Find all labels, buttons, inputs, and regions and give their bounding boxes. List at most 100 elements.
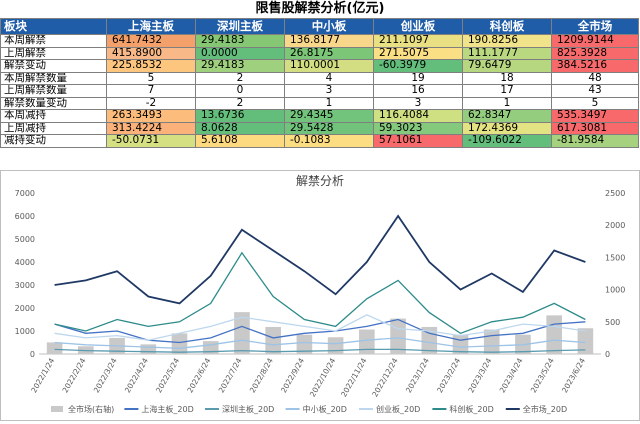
table-cell: 225.8532 (106, 59, 196, 73)
page-title: 限售股解禁分析(亿元) (255, 1, 385, 16)
bar-mark (390, 318, 406, 354)
series-line (54, 214, 586, 305)
bar-mark (265, 326, 281, 354)
table-cell: 116.4084 (373, 109, 463, 123)
table-cell: 13.6736 (195, 109, 285, 123)
table-cell: 1209.9144 (551, 34, 639, 48)
row-label: 上周减持 (0, 121, 107, 135)
table-cell: -2 (106, 96, 196, 110)
table-cell: 415.8900 (106, 46, 196, 60)
column-header: 全市场 (551, 18, 639, 35)
x-tick-label: 2022/6/24 (185, 356, 212, 394)
table-cell: 3 (284, 84, 374, 98)
table-cell: 57.1061 (373, 134, 463, 148)
table-cell: 110.0001 (284, 59, 374, 73)
row-label: 上周解禁数量 (0, 84, 107, 98)
series-line (54, 251, 586, 335)
series-line (54, 314, 586, 341)
table-cell: 5.6108 (195, 134, 285, 148)
bar-mark (140, 344, 157, 354)
table-cell: 2 (195, 71, 285, 85)
legend-label: 上海主板_20D (141, 404, 193, 414)
row-label: 解禁数量变动 (0, 96, 107, 110)
legend-label: 深圳主板_20D (222, 404, 274, 414)
column-header: 科创板 (462, 18, 552, 35)
y-tick-label-right: 1500 (605, 253, 625, 262)
column-header: 中小板 (284, 18, 374, 35)
x-tick-label: 2022/4/24 (123, 356, 150, 394)
x-tick-label: 2023/1/24 (404, 356, 431, 394)
chart-title: 解禁分析 (296, 174, 344, 188)
summary-table: 板块 上海主板 深圳主板 中小板 创业板 科创板 全市场 本周解禁 641.7432 29.41… (0, 18, 639, 148)
y-tick-label-right: 0 (605, 350, 610, 359)
table-cell: 48 (551, 71, 639, 85)
table-cell: 2 (195, 96, 285, 110)
x-tick-label: 2023/5/24 (529, 356, 556, 394)
table-cell: 8.0628 (195, 121, 285, 135)
table-cell: 641.7432 (106, 34, 196, 48)
table-cell: 0.0000 (195, 46, 285, 60)
bar-mark (577, 328, 594, 354)
table-cell: 62.8347 (462, 109, 552, 123)
legend-label: 科创板_20D (449, 404, 493, 414)
table-cell: 111.1777 (462, 46, 552, 60)
x-tick-label: 2023/4/24 (498, 356, 525, 394)
table-row: 本周解禁数量 5 2 4 19 18 48 (0, 71, 639, 85)
table-cell: 136.8177 (284, 34, 374, 48)
legend-swatch (51, 406, 63, 412)
x-tick-label: 2022/10/24 (308, 356, 338, 398)
legend-label: 全市场_20D (523, 404, 567, 414)
table-cell: 29.4345 (284, 109, 374, 123)
table-cell: 29.4183 (195, 59, 285, 73)
y-tick-label-left: 4000 (15, 258, 35, 267)
y-tick-label-left: 1000 (15, 327, 35, 336)
column-header: 板块 (0, 18, 107, 35)
column-header: 深圳主板 (195, 18, 285, 35)
table-cell: 17 (462, 84, 552, 98)
legend-label: 全市场(右轴) (68, 404, 114, 414)
row-label: 解禁变动 (0, 59, 107, 73)
x-tick-label: 2022/12/24 (370, 356, 400, 398)
chart-panel: 解禁分析 0 1000 2000 3000 4000 5000 6000 7000 0 500 100… (0, 170, 640, 421)
legend-label: 创业板_20D (376, 404, 420, 414)
x-tick-label: 2022/1/24 (29, 356, 56, 394)
x-tick-label: 2022/9/24 (279, 356, 306, 394)
row-label: 上周解禁 (0, 46, 107, 60)
y-tick-label-left: 5000 (15, 235, 35, 244)
x-tick-label: 2022/8/24 (248, 356, 275, 394)
bar-mark (546, 315, 562, 354)
column-header: 上海主板 (106, 18, 196, 35)
row-label: 减持变动 (0, 134, 107, 148)
table-cell: 384.5216 (551, 59, 639, 73)
table-cell: 5 (551, 96, 639, 110)
series-line (54, 337, 586, 349)
table-cell: 19 (373, 71, 463, 85)
table-cell: 211.1097 (373, 34, 463, 48)
bar-mark (234, 312, 250, 354)
table-cell: 172.4369 (462, 121, 552, 135)
table-cell: -50.0731 (106, 134, 196, 148)
x-tick-label: 2022/5/24 (154, 356, 181, 394)
x-tick-label: 2022/7/24 (217, 356, 244, 394)
table-cell: 43 (551, 84, 639, 98)
table-cell: 1 (462, 96, 552, 110)
x-tick-label: 2023/2/24 (435, 356, 462, 394)
table-cell: 825.3928 (551, 46, 639, 60)
row-label: 本周减持 (0, 109, 107, 123)
table-cell: 18 (462, 71, 552, 85)
table-cell: 190.8256 (462, 34, 552, 48)
y-tick-label-right: 500 (605, 318, 620, 327)
bar-mark (359, 329, 375, 354)
table-cell: -60.3979 (373, 59, 463, 73)
table-cell: 79.6479 (462, 59, 552, 73)
y-tick-label-left: 3000 (15, 281, 35, 290)
bar-mark (46, 342, 63, 354)
table-cell: 617.3081 (551, 121, 639, 135)
table-cell: 313.4224 (106, 121, 196, 135)
line-chart: 解禁分析 0 1000 2000 3000 4000 5000 6000 7000 0 500 100… (15, 174, 626, 414)
table-cell: 26.8175 (284, 46, 374, 60)
table-cell: 271.5075 (373, 46, 463, 60)
row-label: 本周解禁 (0, 34, 107, 48)
table-row: 上周解禁数量 7 0 3 16 17 43 (0, 84, 639, 98)
row-label: 本周解禁数量 (0, 71, 107, 85)
